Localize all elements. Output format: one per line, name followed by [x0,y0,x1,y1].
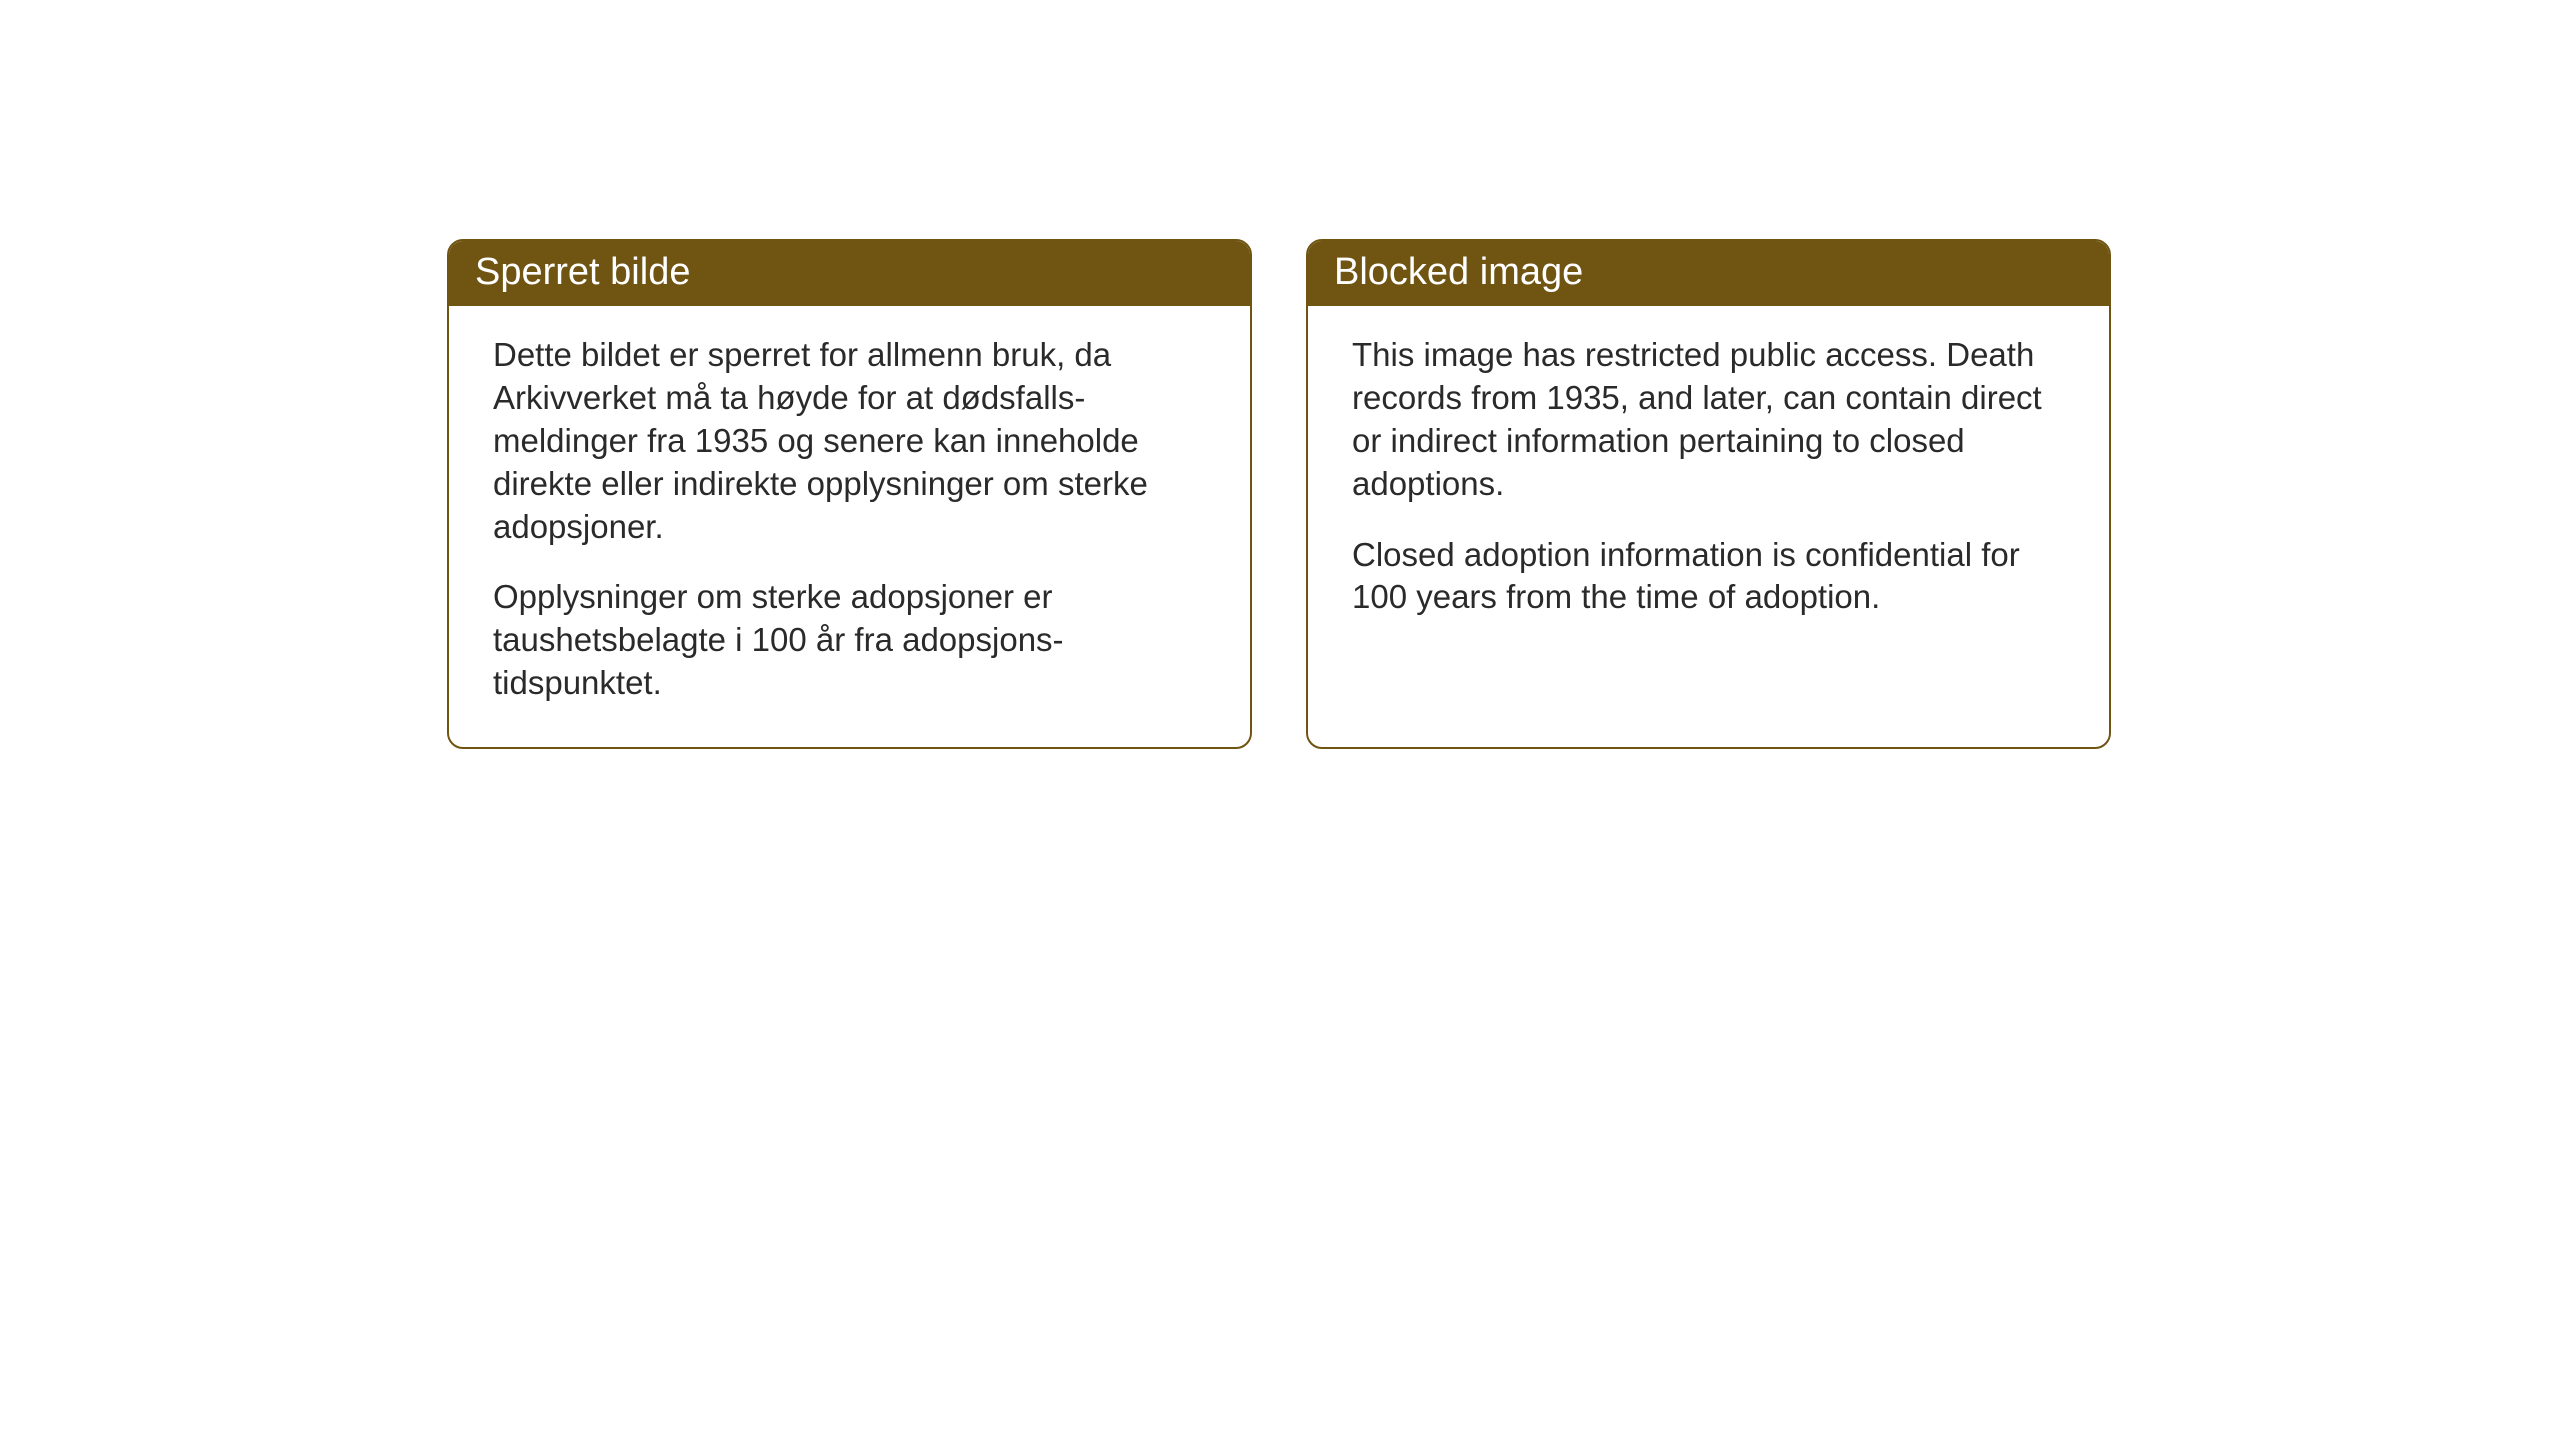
card-body-norwegian: Dette bildet er sperret for allmenn bruk… [449,306,1250,747]
card-paragraph: Closed adoption information is confident… [1352,534,2065,620]
card-norwegian: Sperret bilde Dette bildet er sperret fo… [447,239,1252,749]
card-title: Blocked image [1334,251,1583,293]
card-paragraph: Opplysninger om sterke adopsjoner er tau… [493,576,1206,705]
card-english: Blocked image This image has restricted … [1306,239,2111,749]
card-header-norwegian: Sperret bilde [449,241,1250,306]
card-paragraph: This image has restricted public access.… [1352,334,2065,506]
card-header-english: Blocked image [1308,241,2109,306]
card-body-english: This image has restricted public access.… [1308,306,2109,746]
cards-container: Sperret bilde Dette bildet er sperret fo… [447,239,2111,749]
card-paragraph: Dette bildet er sperret for allmenn bruk… [493,334,1206,548]
card-title: Sperret bilde [475,251,690,293]
